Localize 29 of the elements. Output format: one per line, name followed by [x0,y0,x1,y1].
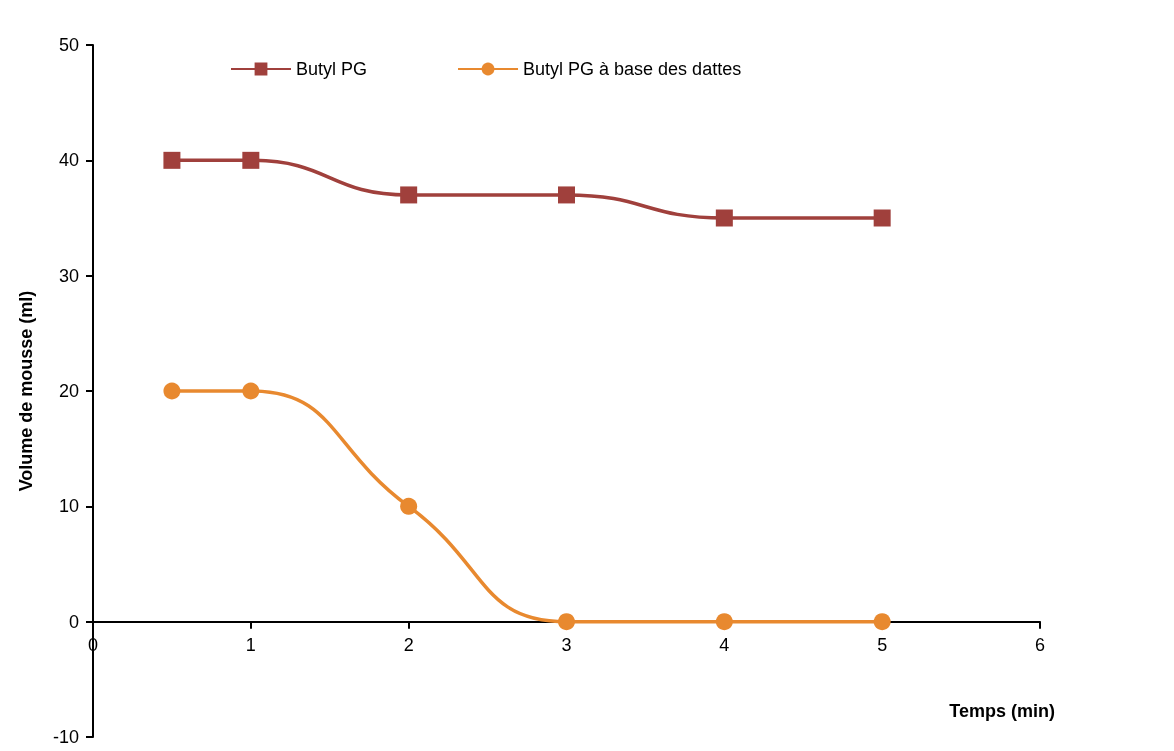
point [400,497,418,515]
point [558,186,575,204]
point [400,186,418,204]
y-tick-label: 20 [58,381,79,401]
y-tick-label: 50 [58,35,79,55]
point [715,613,733,631]
point [873,209,891,227]
legend-label: Butyl PG à base des dattes [523,59,742,79]
point [873,613,891,631]
y-tick-label: 10 [58,496,79,517]
x-axis-title: Temps (min) [949,700,1055,721]
point [163,151,181,169]
legend-label: Butyl PG [296,59,368,79]
x-tick-label: 2 [403,634,414,655]
x-tick-label: 1 [245,634,256,655]
y-tick-label: 0 [68,611,79,632]
x-tick-label: 3 [561,634,572,655]
point [558,613,575,631]
point [163,382,181,400]
point [242,151,260,169]
point [715,209,733,227]
point [242,382,260,400]
y-tick-label: 30 [58,265,79,286]
x-tick-label: 5 [877,634,888,655]
y-axis-title: Volume de mousse (ml) [16,290,36,492]
y-tick-label: -10 [52,727,79,747]
y-tick-label: 40 [58,150,79,171]
x-tick-label: 4 [719,634,730,655]
x-tick-label: 6 [1034,634,1046,655]
